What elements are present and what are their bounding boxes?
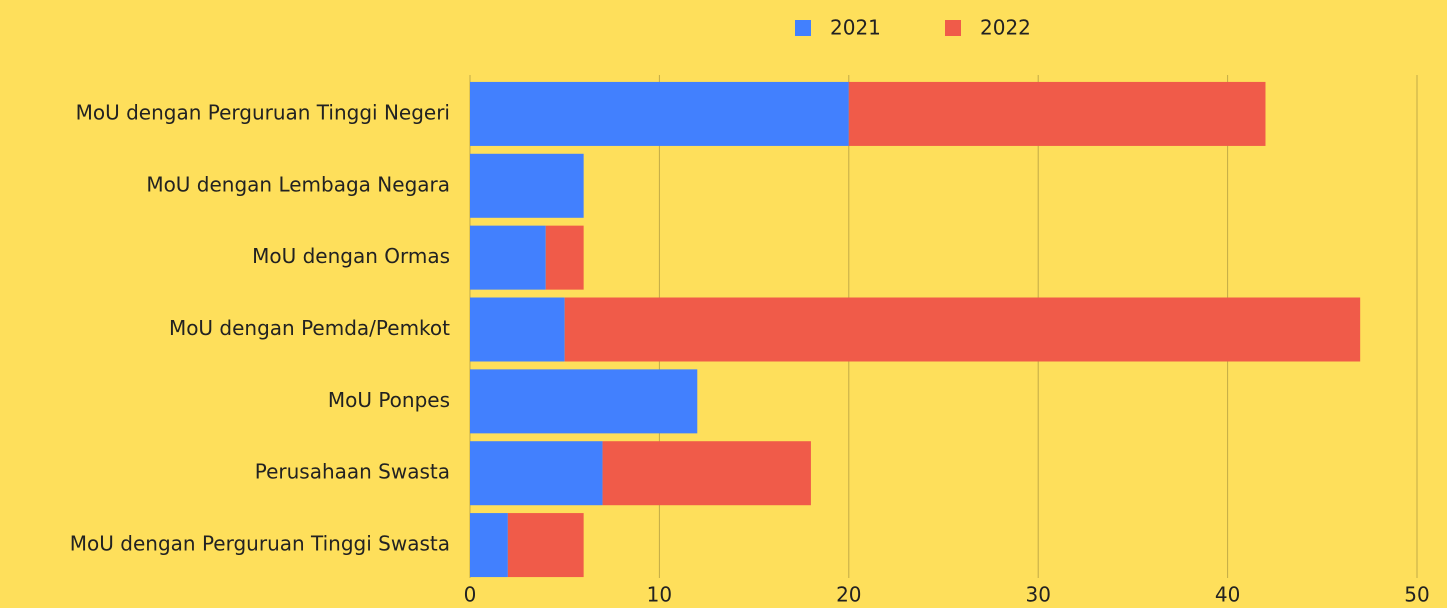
legend-swatch <box>795 20 811 36</box>
legend-label: 2022 <box>980 16 1031 40</box>
y-tick-label: Perusahaan Swasta <box>255 460 450 484</box>
bar <box>545 225 584 290</box>
y-tick-label: MoU Ponpes <box>328 388 450 412</box>
bar <box>470 81 849 146</box>
x-tick-label: 50 <box>1404 583 1429 607</box>
x-tick-label: 40 <box>1215 583 1240 607</box>
y-tick-label: MoU dengan Ormas <box>252 244 450 268</box>
legend-swatch <box>945 20 961 36</box>
y-tick-label: MoU dengan Perguruan Tinggi Negeri <box>76 100 450 124</box>
bar <box>602 441 811 506</box>
x-tick-label: 0 <box>464 583 477 607</box>
bar <box>470 297 565 362</box>
bar <box>470 153 584 218</box>
legend-label: 2021 <box>830 16 881 40</box>
x-tick-label: 20 <box>836 583 861 607</box>
x-tick-label: 30 <box>1025 583 1050 607</box>
bar <box>470 225 546 290</box>
x-tick-label: 10 <box>647 583 672 607</box>
y-tick-label: MoU dengan Perguruan Tinggi Swasta <box>70 532 450 556</box>
y-tick-label: MoU dengan Pemda/Pemkot <box>169 316 450 340</box>
bar <box>470 513 508 578</box>
bar <box>564 297 1361 362</box>
bar <box>507 513 584 578</box>
bar <box>470 441 603 506</box>
y-tick-label: MoU dengan Lembaga Negara <box>146 172 450 196</box>
bar <box>470 369 698 434</box>
bar <box>848 81 1266 146</box>
